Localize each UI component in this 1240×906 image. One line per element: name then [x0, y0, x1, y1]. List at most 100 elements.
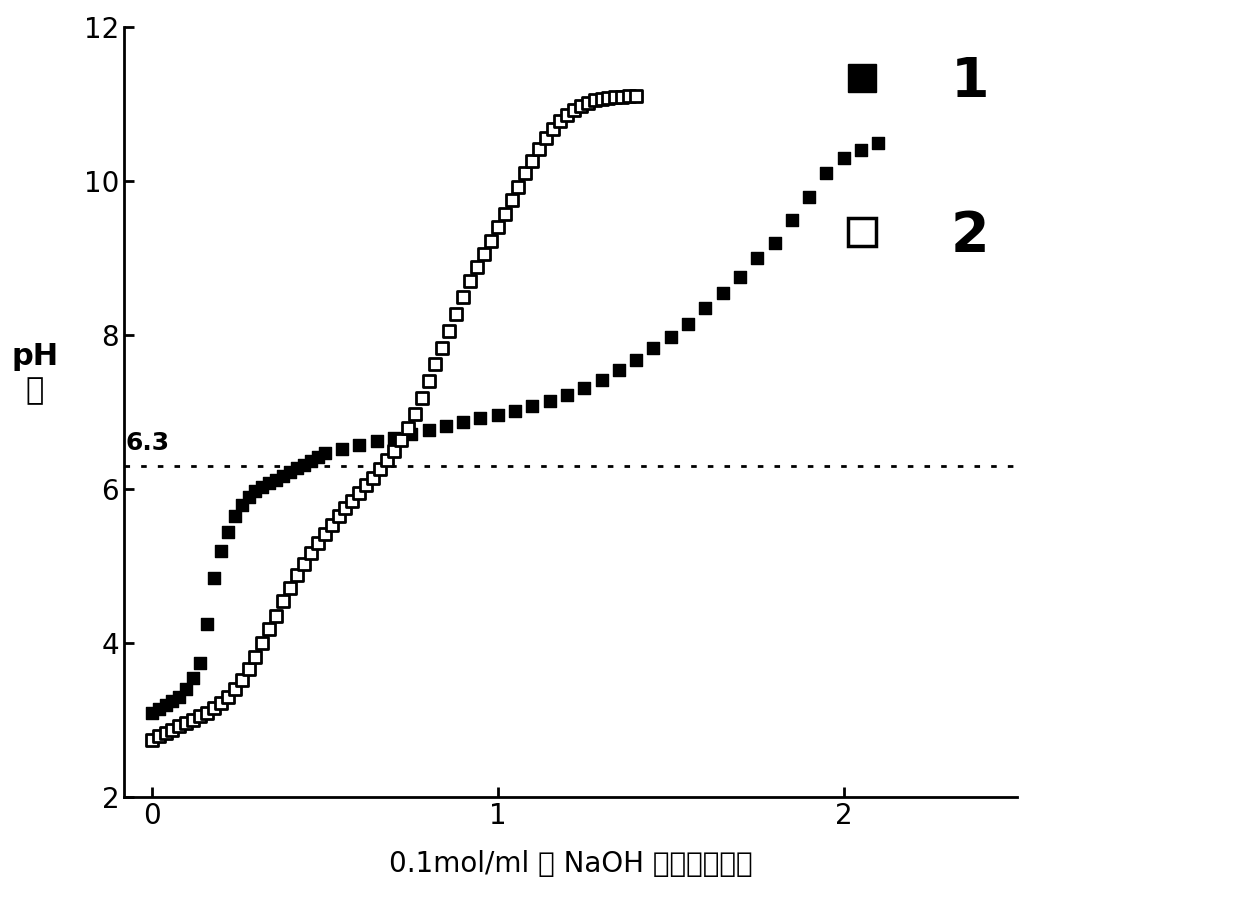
Point: [308, 449, 327, 464]
Point: [190, 655, 210, 670]
Point: [141, 732, 161, 747]
Point: [238, 489, 258, 504]
Point: [246, 650, 265, 664]
Point: [502, 192, 522, 207]
Point: [176, 682, 196, 697]
Point: [321, 517, 341, 532]
Point: [851, 143, 870, 158]
X-axis label: 0.1mol/ml 的 NaOH 水溶液的体积: 0.1mol/ml 的 NaOH 水溶液的体积: [388, 850, 753, 878]
Point: [184, 670, 203, 685]
Point: [578, 95, 598, 110]
Point: [288, 568, 308, 583]
Point: [536, 130, 556, 145]
Point: [141, 705, 161, 719]
Point: [591, 92, 611, 106]
Point: [197, 617, 217, 631]
Point: [384, 444, 404, 458]
Point: [605, 90, 625, 104]
Point: [599, 91, 619, 105]
Point: [470, 411, 490, 426]
Point: [713, 285, 733, 300]
Point: [294, 556, 314, 571]
Point: [238, 662, 258, 677]
Point: [868, 136, 888, 150]
Point: [505, 403, 525, 418]
Point: [205, 700, 224, 715]
Point: [833, 150, 853, 165]
Point: [782, 213, 802, 227]
Point: [184, 713, 203, 728]
Point: [522, 399, 542, 413]
Point: [205, 571, 224, 585]
Point: [301, 546, 321, 561]
Point: [539, 393, 559, 408]
Point: [730, 270, 750, 284]
Point: [176, 716, 196, 730]
Text: 6.3: 6.3: [125, 430, 170, 455]
Point: [273, 593, 293, 608]
Point: [800, 189, 820, 204]
Point: [522, 154, 542, 169]
Point: [259, 622, 279, 637]
Point: [315, 446, 335, 460]
Point: [626, 352, 646, 367]
Point: [308, 536, 327, 551]
Point: [294, 458, 314, 472]
Point: [190, 709, 210, 724]
Point: [218, 525, 238, 539]
Point: [197, 705, 217, 719]
Point: [170, 719, 190, 734]
Point: [371, 462, 391, 477]
Point: [253, 636, 273, 651]
Point: [453, 415, 472, 429]
Point: [436, 419, 456, 433]
Point: [149, 701, 169, 716]
Point: [211, 544, 231, 558]
Point: [543, 121, 563, 136]
Point: [619, 90, 639, 104]
Point: [342, 494, 362, 508]
Point: [211, 696, 231, 710]
Point: [487, 220, 507, 235]
Point: [570, 99, 590, 113]
Point: [170, 690, 190, 705]
Point: [332, 442, 352, 457]
Point: [661, 330, 681, 344]
Point: [817, 167, 837, 181]
Point: [402, 427, 422, 441]
Point: [350, 486, 370, 500]
Point: [516, 167, 536, 181]
Point: [232, 673, 252, 688]
Point: [439, 323, 459, 338]
Point: [329, 509, 348, 524]
Point: [155, 698, 175, 712]
Point: [460, 275, 480, 289]
Point: [613, 90, 632, 104]
Point: [232, 497, 252, 512]
Point: [474, 247, 494, 262]
Point: [246, 484, 265, 498]
Point: [591, 372, 611, 387]
Point: [218, 690, 238, 705]
Point: [529, 141, 549, 156]
Point: [149, 728, 169, 743]
Legend: 1, 2: 1, 2: [806, 55, 990, 263]
Point: [301, 454, 321, 468]
Point: [280, 581, 300, 595]
Point: [696, 301, 715, 315]
Point: [678, 316, 698, 331]
Point: [467, 260, 487, 275]
Point: [404, 407, 424, 421]
Point: [557, 388, 577, 402]
Point: [557, 108, 577, 122]
Point: [288, 461, 308, 476]
Point: [446, 306, 466, 321]
Point: [363, 470, 383, 485]
Point: [350, 439, 370, 453]
Point: [412, 391, 432, 406]
Point: [398, 420, 418, 435]
Point: [280, 465, 300, 479]
Text: pH
値: pH 値: [11, 342, 58, 405]
Point: [419, 423, 439, 438]
Point: [162, 694, 182, 708]
